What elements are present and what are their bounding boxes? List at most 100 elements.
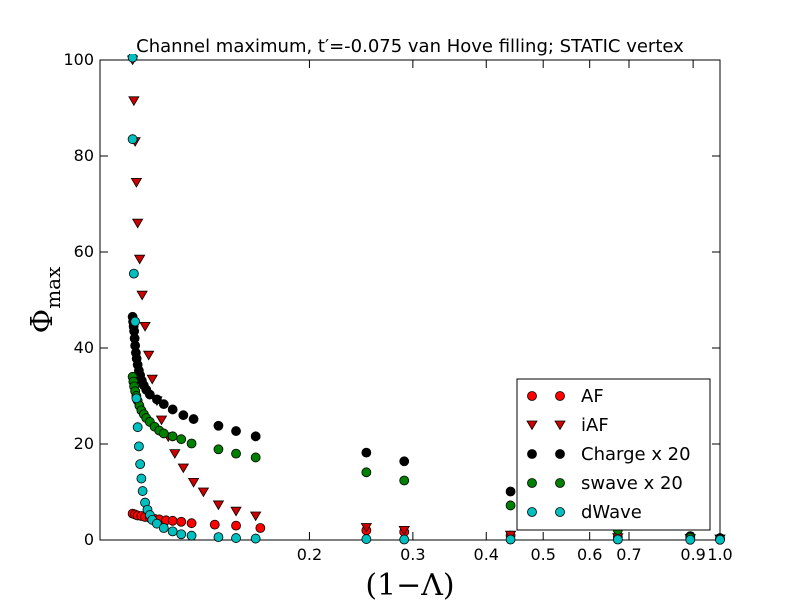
y-tick-label: 20 <box>74 434 94 453</box>
legend-marker <box>555 478 565 488</box>
x-tick-label: 1.0 <box>707 545 732 564</box>
data-point <box>249 511 262 522</box>
data-point <box>197 487 210 498</box>
data-point <box>505 500 516 511</box>
legend-marker <box>527 507 537 517</box>
legend-label: dWave <box>581 502 642 523</box>
data-point <box>176 434 187 445</box>
data-point <box>213 444 224 455</box>
legend-marker <box>555 507 565 517</box>
data-point <box>177 463 190 474</box>
legend-marker <box>527 391 537 401</box>
legend-marker <box>527 449 537 459</box>
data-point <box>132 422 143 433</box>
data-point <box>399 456 410 467</box>
legend-box <box>516 378 711 531</box>
data-point <box>250 452 261 463</box>
data-point <box>360 523 373 533</box>
data-point <box>398 526 410 536</box>
data-point <box>399 534 410 545</box>
data-point <box>186 518 197 529</box>
chart-title: Channel maximum, t′=-0.075 van Hove fill… <box>136 36 684 57</box>
data-point <box>178 410 189 421</box>
legend-marker <box>555 391 565 401</box>
legend-marker <box>555 449 565 459</box>
y-tick-label: 100 <box>63 50 94 69</box>
data-point <box>130 177 143 188</box>
y-axis: 0 20 40 60 80 100 <box>63 50 720 549</box>
x-axis-label: (1−Λ) <box>365 568 454 600</box>
x-tick-label: 0.4 <box>474 545 499 564</box>
data-point <box>158 428 169 439</box>
data-point <box>135 459 146 470</box>
data-point <box>136 290 148 301</box>
series-dwave <box>127 54 725 545</box>
x-axis: 0.2 0.3 0.4 0.5 0.6 0.7 0.9 1.0 <box>297 60 733 564</box>
data-point <box>209 519 220 530</box>
data-point <box>144 389 155 400</box>
data-point <box>187 477 200 488</box>
data-point <box>128 268 139 279</box>
data-point <box>250 431 261 442</box>
legend-label: Charge x 20 <box>581 444 691 465</box>
x-tick-label: 0.2 <box>297 545 322 564</box>
data-point <box>255 523 266 533</box>
legend-label: iAF <box>581 415 609 436</box>
data-point <box>176 529 187 540</box>
data-point <box>231 426 241 436</box>
data-point <box>133 254 146 265</box>
data-point <box>399 475 410 486</box>
y-tick-label: 80 <box>74 146 94 165</box>
data-point <box>142 350 155 361</box>
series-swave-x-20 <box>127 371 725 544</box>
y-axis-label-base: Φ <box>25 309 60 334</box>
data-point <box>715 534 725 545</box>
data-point <box>152 518 162 529</box>
data-point <box>167 404 178 415</box>
y-axis-label-subscript: max <box>41 266 65 309</box>
data-point <box>186 438 197 449</box>
data-point <box>167 526 178 537</box>
data-point <box>231 533 241 543</box>
data-point <box>169 449 181 459</box>
data-point <box>188 414 199 424</box>
data-point <box>139 321 151 332</box>
legend-label: AF <box>581 386 604 407</box>
data-point <box>127 54 138 63</box>
data-point <box>212 500 225 511</box>
data-point <box>128 96 140 107</box>
x-tick-label: 0.5 <box>530 545 555 564</box>
svg-text:Φmax: Φmax <box>25 266 65 333</box>
data-point <box>127 134 138 145</box>
data-point <box>612 534 623 545</box>
data-point <box>230 506 242 517</box>
data-point <box>505 486 516 497</box>
x-tick-label: 0.6 <box>577 545 602 564</box>
data-marks <box>126 54 726 545</box>
data-point <box>146 374 158 385</box>
x-tick-label: 0.7 <box>616 545 641 564</box>
data-point <box>158 523 169 533</box>
data-point <box>136 473 147 484</box>
data-point <box>231 520 241 531</box>
y-tick-label: 0 <box>84 530 94 549</box>
data-point <box>361 467 372 478</box>
data-point <box>505 534 516 545</box>
data-point <box>167 515 178 526</box>
y-tick-label: 60 <box>74 242 94 261</box>
data-point <box>152 394 162 405</box>
x-tick-label: 0.3 <box>400 545 425 564</box>
x-tick-label: 0.9 <box>680 545 705 564</box>
legend-marker <box>554 420 566 431</box>
data-point <box>131 218 144 229</box>
data-point <box>250 533 261 544</box>
data-point <box>134 441 144 452</box>
data-point <box>130 316 141 327</box>
data-point <box>685 534 696 545</box>
data-point <box>213 532 224 543</box>
data-point <box>167 431 178 442</box>
data-point <box>186 530 197 541</box>
data-point <box>158 399 169 410</box>
data-point <box>213 420 224 431</box>
